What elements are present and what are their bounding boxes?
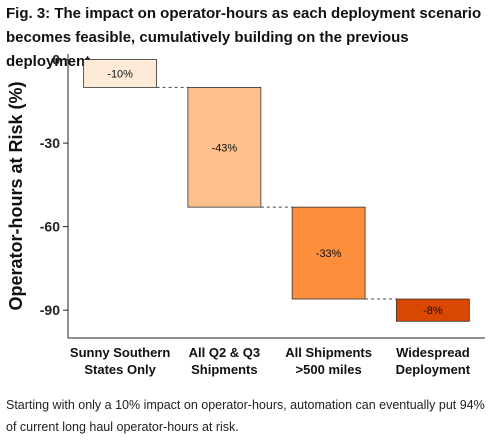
- y-axis-title-text: Operator-hours at Risk (%): [6, 81, 26, 310]
- bar-data-label: -43%: [212, 142, 238, 154]
- bar-data-label: -33%: [316, 248, 342, 260]
- y-tick-label: 0: [52, 52, 60, 68]
- chart-svg: Operator-hours at Risk (%) -10%-43%-33%-…: [6, 52, 485, 377]
- waterfall-chart: Operator-hours at Risk (%) -10% -43% -33% -…: [0, 48, 500, 390]
- figure-caption: Starting with only a 10% impact on opera…: [6, 398, 485, 434]
- bar-1: [83, 59, 158, 88]
- data-labels: -10% -43% -33% -8%: [107, 68, 443, 317]
- bar-data-label: -8%: [423, 305, 443, 317]
- bars: [83, 59, 470, 322]
- figure-title: Fig. 3: The impact on operator-hours as …: [6, 5, 482, 70]
- y-tick-labels: 0 -30 -60 -90: [40, 52, 60, 319]
- x-tick-label: Sunny Southern States Only: [70, 345, 170, 377]
- connectors: [156, 86, 397, 300]
- y-tick-label: -90: [40, 302, 60, 318]
- bar-data-label: -10%: [107, 68, 133, 80]
- axes: [63, 54, 485, 339]
- y-tick-label: -30: [40, 135, 60, 151]
- x-tick-labels: Sunny Southern States Only All Q2 & Q3 Ship…: [70, 345, 471, 377]
- bar-3: [291, 206, 366, 300]
- x-tick-label: All Q2 & Q3 Shipments: [189, 345, 261, 377]
- bar-2: [187, 87, 262, 208]
- x-tick-label: All Shipments >500 miles: [285, 345, 372, 377]
- x-tick-label: Widespread Deployment: [396, 345, 471, 377]
- bar-4: [395, 298, 470, 322]
- y-axis-title: Operator-hours at Risk (%): [6, 81, 26, 310]
- y-tick-label: -60: [40, 219, 60, 235]
